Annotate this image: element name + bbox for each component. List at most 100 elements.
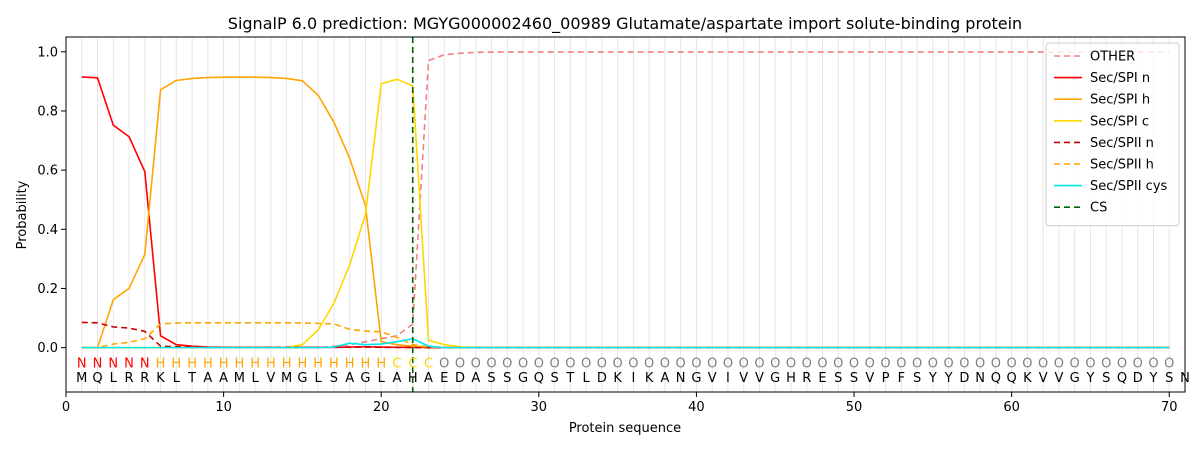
residue-label: R (125, 371, 134, 386)
residue-label: Y (1085, 371, 1094, 386)
residue-label: F (898, 371, 905, 386)
region-label: O (770, 356, 780, 371)
residue-label: A (393, 371, 402, 386)
residue-label: S (850, 371, 858, 386)
residue-label: T (565, 371, 574, 386)
region-label: H (313, 356, 323, 371)
region-label: O (1038, 356, 1048, 371)
residue-label: N (975, 371, 985, 386)
y-tick-label: 1.0 (37, 45, 58, 60)
residue-label: A (471, 371, 480, 386)
residue-label: A (424, 371, 433, 386)
residue-label: I (631, 371, 635, 386)
x-tick-label: 0 (62, 400, 70, 415)
region-label: H (329, 356, 339, 371)
residue-label: V (1054, 371, 1063, 386)
residue-label: K (645, 371, 654, 386)
y-tick-label: 0.6 (37, 164, 58, 179)
region-label: O (597, 356, 607, 371)
series-line-5 (81, 321, 1170, 349)
residue-label: E (440, 371, 448, 386)
series-line-1 (81, 76, 1170, 349)
residue-label: G (360, 371, 370, 386)
residue-label: K (1023, 371, 1032, 386)
residue-label: L (378, 371, 386, 386)
residue-label: L (252, 371, 260, 386)
chart-title: SignalP 6.0 prediction: MGYG000002460_00… (228, 14, 1022, 34)
residue-label: A (219, 371, 228, 386)
region-label: N (77, 356, 87, 371)
legend-label: Sec/SPI c (1090, 114, 1149, 129)
region-label: N (124, 356, 134, 371)
region-label: O (1148, 356, 1158, 371)
residue-label: E (818, 371, 826, 386)
region-label: O (1085, 356, 1095, 371)
region-label: O (912, 356, 922, 371)
region-label: O (486, 356, 496, 371)
region-label: O (534, 356, 544, 371)
residue-label: P (882, 371, 890, 386)
residue-label: N (676, 371, 686, 386)
region-label: O (455, 356, 465, 371)
residue-label: V (708, 371, 717, 386)
region-label: H (156, 356, 166, 371)
residue-label: H (408, 371, 418, 386)
region-label: O (660, 356, 670, 371)
region-label: N (93, 356, 103, 371)
residue-label: D (1133, 371, 1143, 386)
residue-label: I (726, 371, 730, 386)
series-line-4 (81, 321, 1170, 349)
residue-label: V (266, 371, 275, 386)
region-label: O (549, 356, 559, 371)
region-label: O (1133, 356, 1143, 371)
region-label: O (1022, 356, 1032, 371)
axes-frame (65, 36, 1186, 393)
region-label: O (896, 356, 906, 371)
region-label: C (408, 356, 417, 371)
region-label: O (959, 356, 969, 371)
legend-label: Sec/SPII cys (1090, 179, 1168, 194)
region-label: O (880, 356, 890, 371)
series-line-0 (81, 51, 1170, 349)
region-label: O (565, 356, 575, 371)
region-label: O (1164, 356, 1174, 371)
region-label: H (234, 356, 244, 371)
region-label: H (187, 356, 197, 371)
region-label: O (691, 356, 701, 371)
region-label: N (140, 356, 150, 371)
x-axis-label: Protein sequence (569, 421, 681, 436)
residue-label: G (297, 371, 307, 386)
region-label: H (219, 356, 229, 371)
series-line-2 (81, 76, 1170, 349)
residue-label: Y (928, 371, 937, 386)
residue-label: Q (1007, 371, 1017, 386)
region-label: O (802, 356, 812, 371)
region-label: H (361, 356, 371, 371)
residue-label: G (770, 371, 780, 386)
residue-label: L (110, 371, 118, 386)
region-label: C (424, 356, 433, 371)
residue-label: Q (991, 371, 1001, 386)
x-tick-label: 60 (1003, 400, 1020, 415)
region-label: H (282, 356, 292, 371)
series-line-3 (81, 78, 1170, 349)
residue-label: S (330, 371, 338, 386)
legend-label: Sec/SPII h (1090, 158, 1154, 173)
residue-label: S (1102, 371, 1110, 386)
residue-label: S (503, 371, 511, 386)
legend: OTHER Sec/SPI n Sec/SPI h Sec/SPI c Sec/SPII… (1045, 42, 1180, 227)
plot-area: NMNQNLNRNRHKHLHTHAHAHMHLHVHMHGHLHSHAHGHL… (37, 36, 1190, 415)
x-tick-label: 30 (531, 400, 548, 415)
residue-label: L (173, 371, 181, 386)
region-label: O (644, 356, 654, 371)
residue-label: D (597, 371, 607, 386)
region-label: O (849, 356, 859, 371)
region-label: O (707, 356, 717, 371)
residue-label: G (518, 371, 528, 386)
x-tick-label: 70 (1161, 400, 1178, 415)
residue-label: V (739, 371, 748, 386)
residue-label: M (234, 371, 245, 386)
region-label: O (991, 356, 1001, 371)
region-label: O (1007, 356, 1017, 371)
residue-label: Q (534, 371, 544, 386)
